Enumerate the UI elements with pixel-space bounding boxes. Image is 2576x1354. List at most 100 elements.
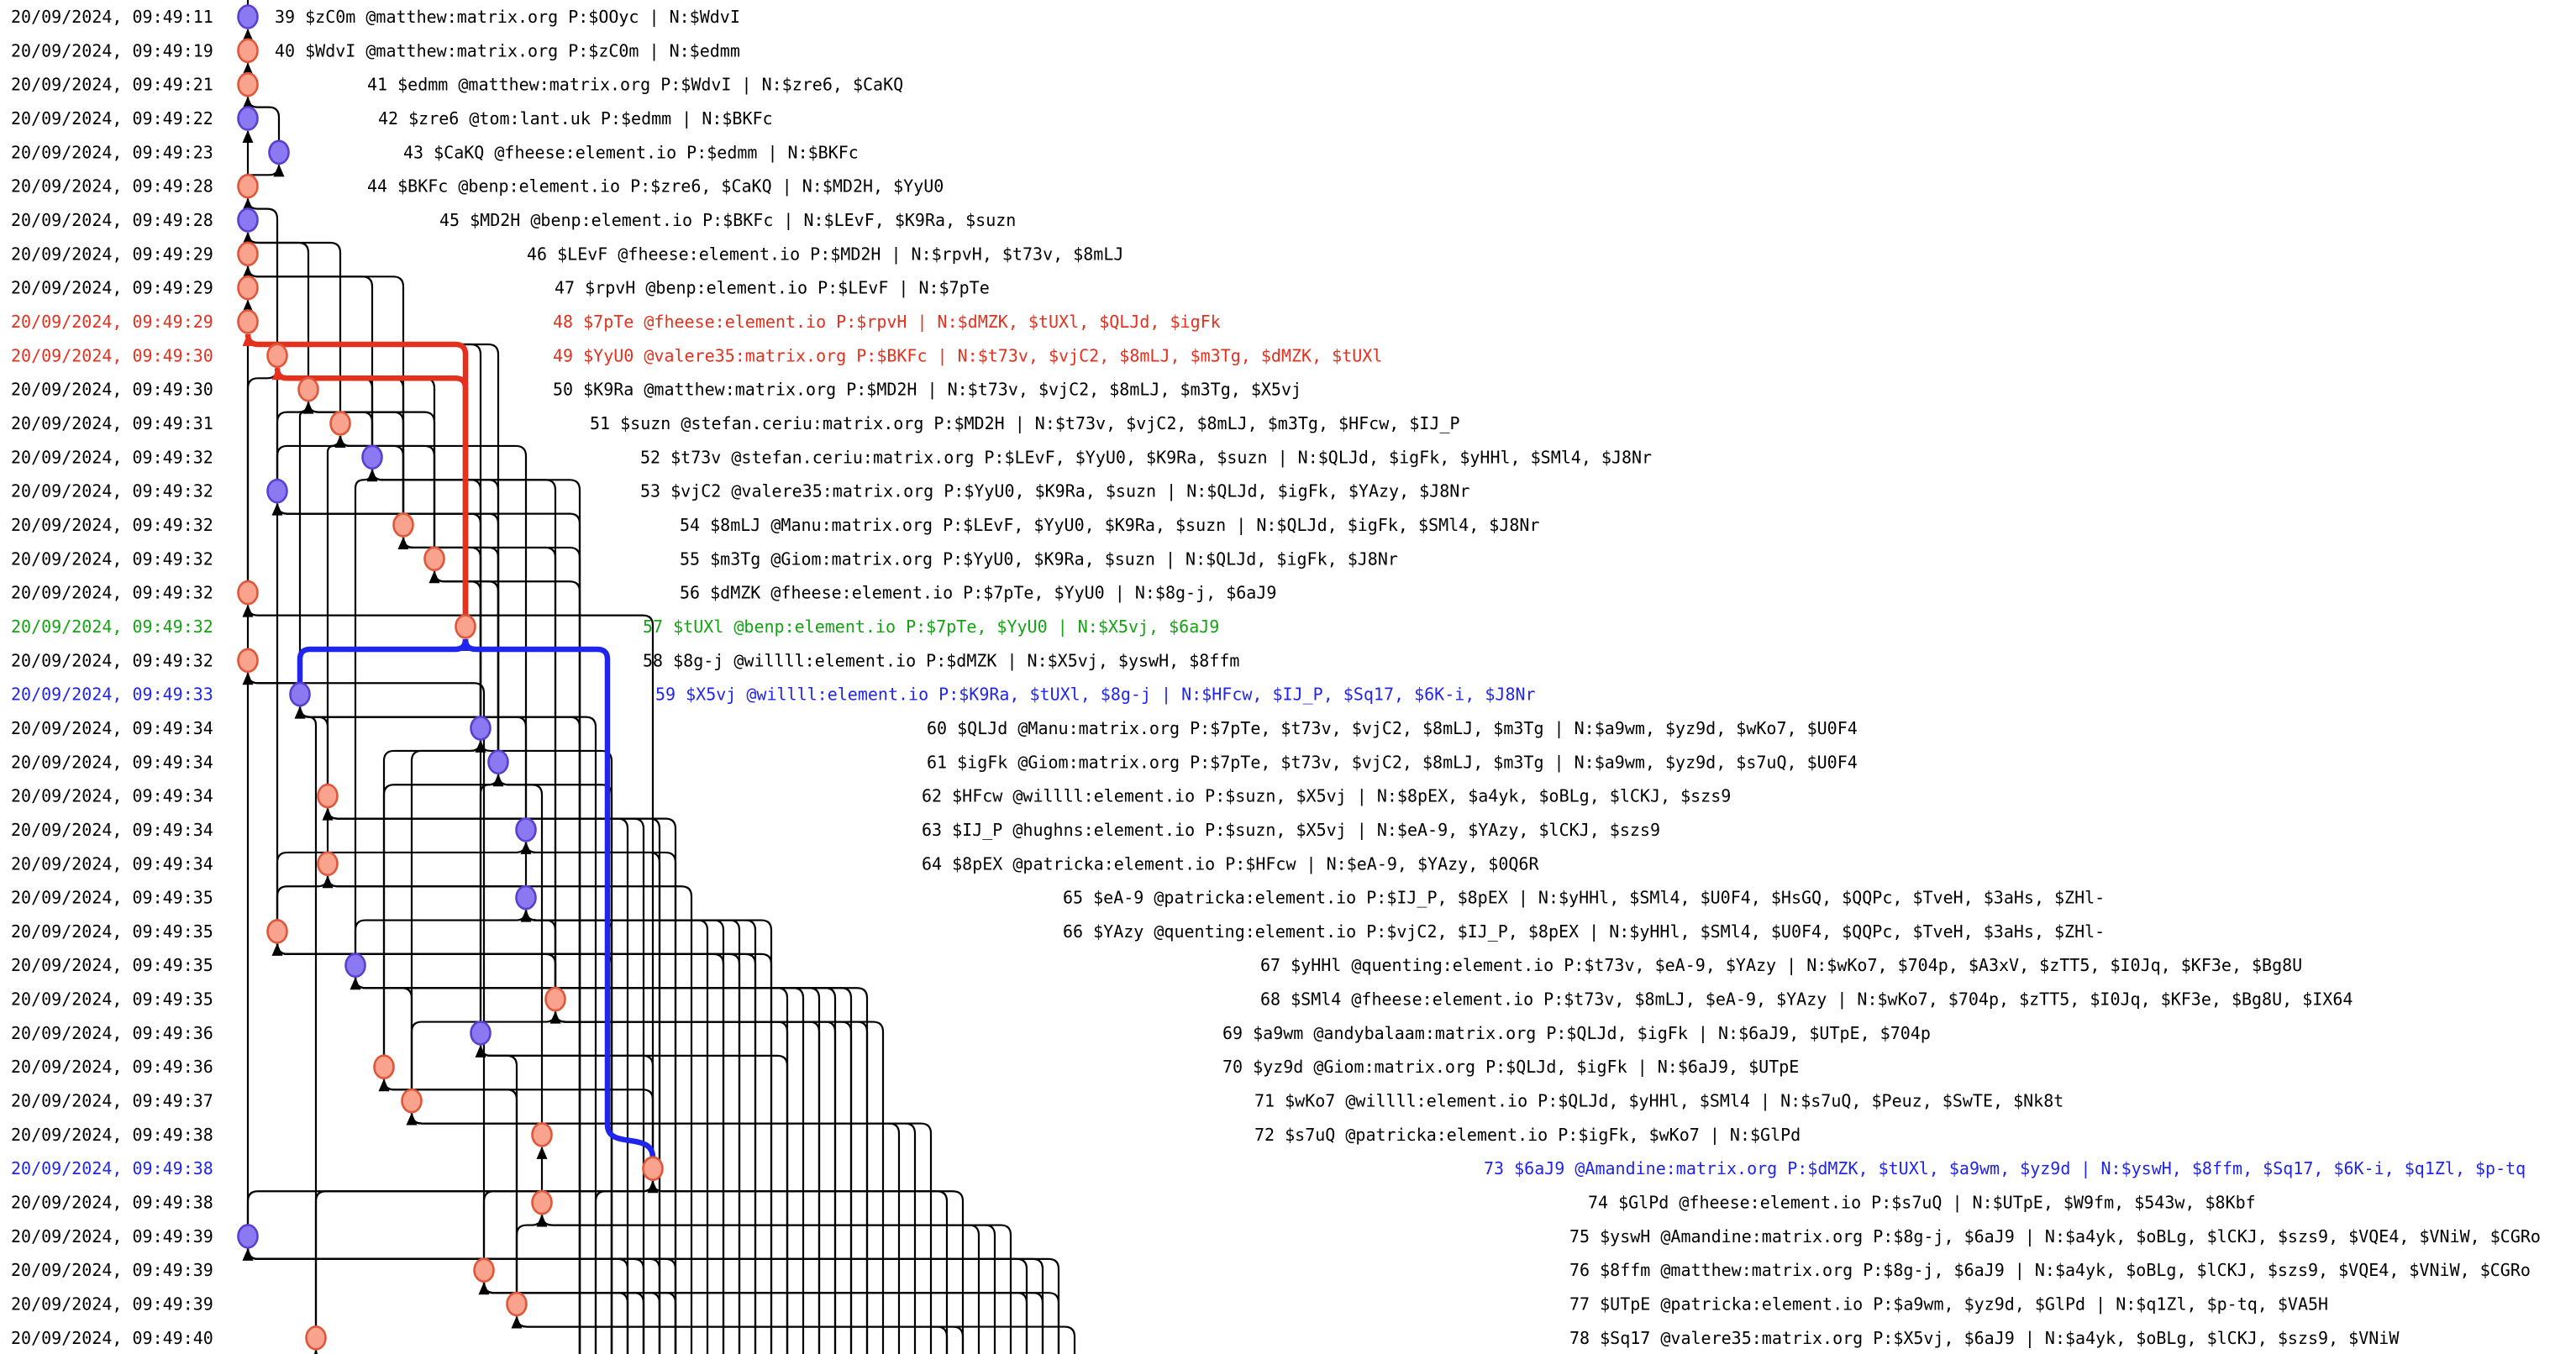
event-row[interactable]: 20/09/2024, 09:49:30 49 $YyU0 @valere35:m… [11,345,1382,365]
event-node[interactable] [317,851,339,877]
event-description[interactable]: 73 $6aJ9 @Amandine:matrix.org P:$dMZK, $… [1484,1158,2526,1178]
event-node[interactable] [237,207,259,233]
event-node[interactable] [642,1156,664,1182]
event-description[interactable]: 70 $yz9d @Giom:matrix.org P:$QLJd, $igFk… [1222,1057,1799,1077]
event-description[interactable]: 77 $UTpE @patricka:element.io P:$a9wm, $… [1569,1294,2328,1315]
event-row[interactable]: 20/09/2024, 09:49:32 56 $dMZK @fheese:ele… [11,583,1276,603]
event-node[interactable] [237,4,259,29]
event-node[interactable] [237,1224,259,1249]
event-node[interactable] [297,376,319,402]
event-description[interactable]: 53 $vjC2 @valere35:matrix.org P:$YyU0, $… [640,481,1469,501]
event-row[interactable]: 20/09/2024, 09:49:31 51 $suzn @stefan.cer… [11,413,1460,433]
event-description[interactable]: 42 $zre6 @tom:lant.uk P:$edmm | N:$BKFc [378,108,773,129]
event-row[interactable]: 20/09/2024, 09:49:36 69 $a9wm @andybalaam… [11,1023,1931,1043]
event-node[interactable] [237,38,259,64]
event-description[interactable]: 55 $m3Tg @Giom:matrix.org P:$YyU0, $K9Ra… [680,548,1398,569]
event-node[interactable] [544,986,566,1012]
event-node[interactable] [266,478,288,504]
event-row[interactable]: 20/09/2024, 09:49:34 61 $igFk @Giom:matri… [11,752,1858,772]
event-description[interactable]: 46 $LEvF @fheese:element.io P:$MD2H | N:… [527,244,1123,264]
event-description[interactable]: 74 $GlPd @fheese:element.io P:$s7uQ | N:… [1588,1193,2256,1213]
event-node[interactable] [329,411,351,436]
event-node[interactable] [392,512,414,538]
event-node[interactable] [470,1021,492,1046]
event-description[interactable]: 41 $edmm @matthew:matrix.org P:$WdvI | N… [367,75,903,95]
event-description[interactable]: 78 $Sq17 @valere35:matrix.org P:$X5vj, $… [1569,1328,2400,1348]
event-description[interactable]: 57 $tUXl @benp:element.io P:$7pTe, $YyU0… [643,617,1219,637]
event-row[interactable]: 20/09/2024, 09:49:32 54 $8mLJ @Manu:matri… [11,515,1540,535]
event-row[interactable]: 20/09/2024, 09:49:28 45 $MD2H @benp:eleme… [11,210,1016,230]
event-node[interactable] [373,1054,395,1080]
event-node[interactable] [237,648,259,674]
event-description[interactable]: 68 $SMl4 @fheese:element.io P:$t73v, $8m… [1260,989,2353,1010]
event-description[interactable]: 50 $K9Ra @matthew:matrix.org P:$MD2H | N… [553,380,1301,400]
event-row[interactable]: 20/09/2024, 09:49:38 72 $s7uQ @patricka:e… [11,1125,1801,1145]
event-description[interactable]: 48 $7pTe @fheese:element.io P:$rpvH | N:… [553,312,1221,332]
event-row[interactable]: 20/09/2024, 09:49:28 44 $BKFc @benp:eleme… [11,176,944,197]
event-description[interactable]: 43 $CaKQ @fheese:element.io P:$edmm | N:… [403,142,859,162]
event-row[interactable]: 20/09/2024, 09:49:23 43 $CaKQ @fheese:ele… [11,142,859,162]
event-node[interactable] [470,716,492,741]
event-node[interactable] [266,343,288,369]
event-node[interactable] [237,309,259,334]
event-row[interactable]: 20/09/2024, 09:49:30 50 $K9Ra @matthew:ma… [11,380,1301,400]
event-description[interactable]: 66 $YAzy @quenting:element.io P:$vjC2, $… [1063,921,2105,942]
event-node[interactable] [487,749,509,775]
event-node[interactable] [289,681,311,707]
event-node[interactable] [361,444,383,470]
event-row[interactable]: 20/09/2024, 09:49:34 63 $IJ_P @hughns:ele… [11,820,1660,840]
event-row[interactable]: 20/09/2024, 09:49:39 77 $UTpE @patricka:e… [11,1294,2328,1315]
event-description[interactable]: 56 $dMZK @fheese:element.io P:$7pTe, $Yy… [680,583,1276,603]
event-node[interactable] [455,614,476,639]
event-description[interactable]: 59 $X5vj @willll:element.io P:$K9Ra, $tU… [655,685,1536,705]
event-row[interactable]: 20/09/2024, 09:49:32 53 $vjC2 @valere35:m… [11,481,1469,501]
event-description[interactable]: 54 $8mLJ @Manu:matrix.org P:$LEvF, $YyU0… [680,515,1540,535]
event-node[interactable] [305,1325,327,1351]
event-row[interactable]: 20/09/2024, 09:49:40 78 $Sq17 @valere35:m… [11,1328,2400,1348]
event-description[interactable]: 76 $8ffm @matthew:matrix.org P:$8g-j, $6… [1569,1260,2531,1280]
event-row[interactable]: 20/09/2024, 09:49:35 67 $yHHl @quenting:e… [11,955,2302,975]
event-node[interactable] [423,546,445,572]
event-row[interactable]: 20/09/2024, 09:49:29 46 $LEvF @fheese:ele… [11,244,1123,264]
event-description[interactable]: 40 $WdvI @matthew:matrix.org P:$zC0m | N… [275,40,740,60]
event-row[interactable]: 20/09/2024, 09:49:34 64 $8pEX @patricka:e… [11,853,1539,874]
event-description[interactable]: 45 $MD2H @benp:element.io P:$BKFc | N:$L… [439,210,1016,230]
event-row[interactable]: 20/09/2024, 09:49:22 42 $zre6 @tom:lant.u… [11,108,773,129]
event-row[interactable]: 20/09/2024, 09:49:32 52 $t73v @stefan.cer… [11,447,1652,467]
event-node[interactable] [266,919,288,944]
event-node[interactable] [473,1257,495,1283]
event-row[interactable]: 20/09/2024, 09:49:39 75 $yswH @Amandine:m… [11,1226,2541,1246]
event-description[interactable]: 71 $wKo7 @willll:element.io P:$QLJd, $yH… [1254,1091,2063,1111]
event-node[interactable] [515,884,537,911]
event-description[interactable]: 44 $BKFc @benp:element.io P:$zre6, $CaKQ… [367,176,944,197]
event-node[interactable] [268,139,290,165]
event-row[interactable]: 20/09/2024, 09:49:32 58 $8g-j @willll:ele… [11,650,1239,670]
event-row[interactable]: 20/09/2024, 09:49:29 47 $rpvH @benp:eleme… [11,278,990,298]
event-description[interactable]: 58 $8g-j @willll:element.io P:$dMZK | N:… [643,650,1239,670]
event-node[interactable] [401,1088,423,1114]
event-node[interactable] [317,783,339,809]
event-row[interactable]: 20/09/2024, 09:49:32 55 $m3Tg @Giom:matri… [11,548,1398,569]
event-row[interactable]: 20/09/2024, 09:49:35 65 $eA-9 @patricka:e… [11,888,2105,908]
event-description[interactable]: 65 $eA-9 @patricka:element.io P:$IJ_P, $… [1063,888,2105,908]
event-row[interactable]: 20/09/2024, 09:49:35 66 $YAzy @quenting:e… [11,921,2105,942]
event-node[interactable] [237,71,259,97]
event-description[interactable]: 61 $igFk @Giom:matrix.org P:$7pTe, $t73v… [927,752,1858,772]
event-description[interactable]: 69 $a9wm @andybalaam:matrix.org P:$QLJd,… [1222,1023,1931,1043]
event-description[interactable]: 51 $suzn @stefan.ceriu:matrix.org P:$MD2… [590,413,1460,433]
event-description[interactable]: 60 $QLJd @Manu:matrix.org P:$7pTe, $t73v… [927,718,1858,738]
event-description[interactable]: 47 $rpvH @benp:element.io P:$LEvF | N:$7… [555,278,990,298]
event-node[interactable] [237,106,259,131]
event-row[interactable]: 20/09/2024, 09:49:21 41 $edmm @matthew:ma… [11,75,903,95]
event-row[interactable]: 20/09/2024, 09:49:32 57 $tUXl @benp:eleme… [11,617,1219,637]
event-row[interactable]: 20/09/2024, 09:49:34 62 $HFcw @willll:ele… [11,786,1731,806]
event-row[interactable]: 20/09/2024, 09:49:38 73 $6aJ9 @Amandine:m… [11,1158,2526,1178]
event-description[interactable]: 72 $s7uQ @patricka:element.io P:$igFk, $… [1254,1125,1801,1145]
event-row[interactable]: 20/09/2024, 09:49:36 70 $yz9d @Giom:matri… [11,1057,1799,1077]
event-description[interactable]: 49 $YyU0 @valere35:matrix.org P:$BKFc | … [553,345,1382,365]
event-row[interactable]: 20/09/2024, 09:49:37 71 $wKo7 @willll:ele… [11,1091,2063,1111]
event-node[interactable] [531,1189,553,1215]
event-node[interactable] [237,275,259,301]
event-description[interactable]: 62 $HFcw @willll:element.io P:$suzn, $X5… [922,786,1731,806]
event-row[interactable]: 20/09/2024, 09:49:38 74 $GlPd @fheese:ele… [11,1193,2256,1213]
